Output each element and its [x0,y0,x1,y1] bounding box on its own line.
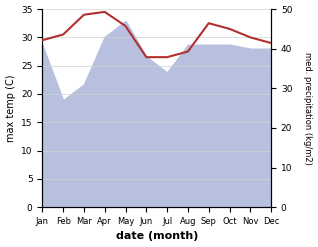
Y-axis label: max temp (C): max temp (C) [5,74,16,142]
X-axis label: date (month): date (month) [115,231,198,242]
Y-axis label: med. precipitation (kg/m2): med. precipitation (kg/m2) [303,52,313,165]
